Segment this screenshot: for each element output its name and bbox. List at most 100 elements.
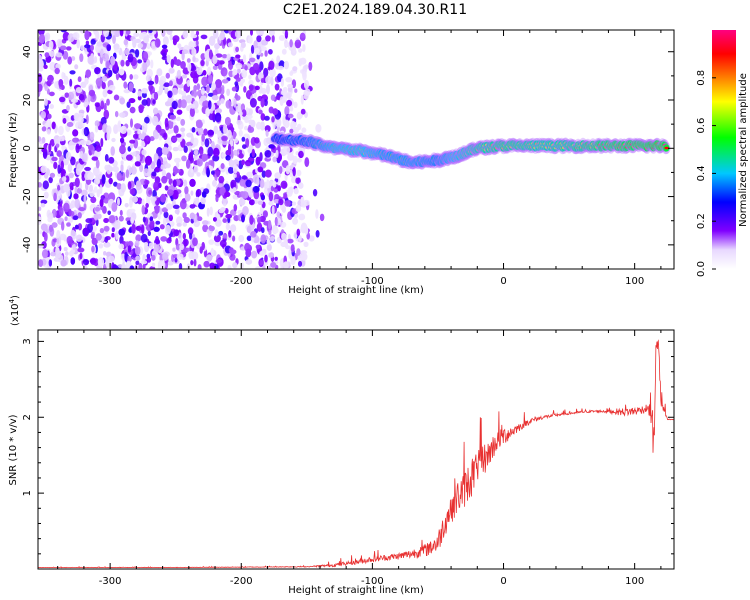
spectrogram-cell xyxy=(119,97,126,105)
spectrogram-cell xyxy=(38,144,43,155)
spectrogram-cell xyxy=(233,204,238,212)
spectrogram-cell xyxy=(77,241,82,249)
spectrogram-cell xyxy=(60,30,67,33)
spectrogram-cell xyxy=(246,235,252,242)
spectrogram-cell xyxy=(196,120,203,129)
spectrogram-cell xyxy=(241,159,245,166)
spectrogram-cell xyxy=(294,88,298,93)
spectrogram-cell xyxy=(68,208,72,217)
spectrogram-cell xyxy=(281,48,287,55)
spectrogram-cell xyxy=(100,206,104,211)
spectrogram-cell xyxy=(49,61,57,71)
spectrogram-cell xyxy=(284,200,291,207)
spectrogram-cell xyxy=(161,48,169,54)
spectrogram-cell xyxy=(201,76,209,87)
spectrogram-cell xyxy=(253,137,260,144)
spectrogram-cell xyxy=(156,68,163,77)
spectrogram-cell xyxy=(99,184,103,195)
spectrogram-cell xyxy=(103,109,110,120)
spectrogram-cell xyxy=(82,227,89,237)
spectrogram-cell xyxy=(294,39,302,49)
spectrogram-cell xyxy=(201,191,207,198)
spectrogram-cell xyxy=(130,166,137,175)
spectrogram-cell xyxy=(101,174,106,185)
spectrogram-cell xyxy=(233,164,238,174)
spectrogram-cell xyxy=(94,102,100,108)
colorbar-tick-label: 0.2 xyxy=(696,213,707,229)
spectrogram-cell xyxy=(257,166,264,173)
spectrogram-cell xyxy=(145,74,151,82)
spectrogram-cell xyxy=(108,177,113,185)
spectrogram-cell xyxy=(257,216,261,224)
x-tick-label: 100 xyxy=(625,576,644,587)
spectrogram-cell xyxy=(179,243,185,251)
spectrogram-cell xyxy=(112,264,118,269)
spectrogram-cell xyxy=(74,64,79,70)
y-tick-label: 20 xyxy=(22,94,33,107)
spectrogram-cell xyxy=(105,259,111,268)
spectrogram-cell xyxy=(234,190,241,196)
spectrogram-cell xyxy=(95,233,102,241)
spectrogram-cell xyxy=(77,223,83,231)
spectrogram-cell xyxy=(153,107,159,115)
spectrogram-cell xyxy=(227,265,232,269)
spectrogram-cell xyxy=(172,38,177,46)
spectrogram-cell xyxy=(188,145,192,153)
spectrogram-cell xyxy=(255,121,262,130)
spectrogram-cell xyxy=(40,223,48,231)
spectrogram-cell xyxy=(75,143,80,154)
spectrogram-cell xyxy=(141,92,147,99)
spectrogram-cell xyxy=(312,189,318,197)
spectrogram-cell xyxy=(190,70,198,79)
spectrogram-cell xyxy=(251,148,255,158)
spectrogram-cell xyxy=(253,62,260,71)
spectrogram-cell xyxy=(237,68,241,74)
spectrogram-cell xyxy=(183,145,188,153)
spectrogram-cell xyxy=(38,83,43,92)
spectrogram-cell xyxy=(155,220,161,225)
spectrogram-cell xyxy=(141,198,145,206)
spectrogram-cell xyxy=(181,51,185,61)
spectrogram-cell xyxy=(97,257,105,267)
spectrogram-cell xyxy=(195,30,200,36)
spectrogram-cell xyxy=(91,245,95,253)
spectrogram-cell xyxy=(120,137,125,144)
spectrogram-cell xyxy=(76,38,80,49)
spectrogram-cell xyxy=(242,144,247,150)
spectrogram-cell xyxy=(227,166,234,174)
spectrogram-cell xyxy=(298,150,304,158)
spectrogram-cell xyxy=(85,140,92,146)
spectrogram-cell xyxy=(69,250,74,257)
spectrogram-cell xyxy=(143,36,150,44)
spectrogram-cell xyxy=(193,166,199,174)
spectrogram-cell xyxy=(201,153,209,161)
spectrogram-cell xyxy=(206,167,210,178)
spectrogram-cell xyxy=(261,170,266,178)
spectrogram-cell xyxy=(227,42,233,48)
spectrogram-cell xyxy=(182,212,187,219)
spectrogram-cell xyxy=(197,264,202,269)
spectrogram-cell xyxy=(204,138,210,148)
spectrogram-cell xyxy=(174,257,178,263)
spectrogram-cell xyxy=(94,206,101,212)
spectrogram-cell xyxy=(241,191,249,199)
spectrogram-cell xyxy=(217,183,223,188)
spectrogram-cell xyxy=(134,246,141,256)
spectrogram-cell xyxy=(261,39,268,46)
spectrogram-cell xyxy=(241,109,247,117)
spectrogram-cell xyxy=(140,233,148,243)
spectrogram-cell xyxy=(273,228,279,234)
spectrogram-cell xyxy=(296,228,301,236)
spectrogram-cell xyxy=(141,87,148,94)
spectrogram-cell xyxy=(162,36,169,46)
spectrogram-cell xyxy=(249,214,254,225)
spectrogram-cell xyxy=(308,61,313,71)
spectrogram-cell xyxy=(303,79,310,90)
spectrogram-cell xyxy=(269,236,275,242)
spectrogram-cell xyxy=(154,243,160,253)
spectrogram-cell xyxy=(225,223,231,231)
spectrogram-cell xyxy=(280,221,287,228)
spectrogram-cell xyxy=(191,89,198,99)
spectrogram-cell xyxy=(141,99,148,106)
spectrogram-cell xyxy=(110,146,115,156)
